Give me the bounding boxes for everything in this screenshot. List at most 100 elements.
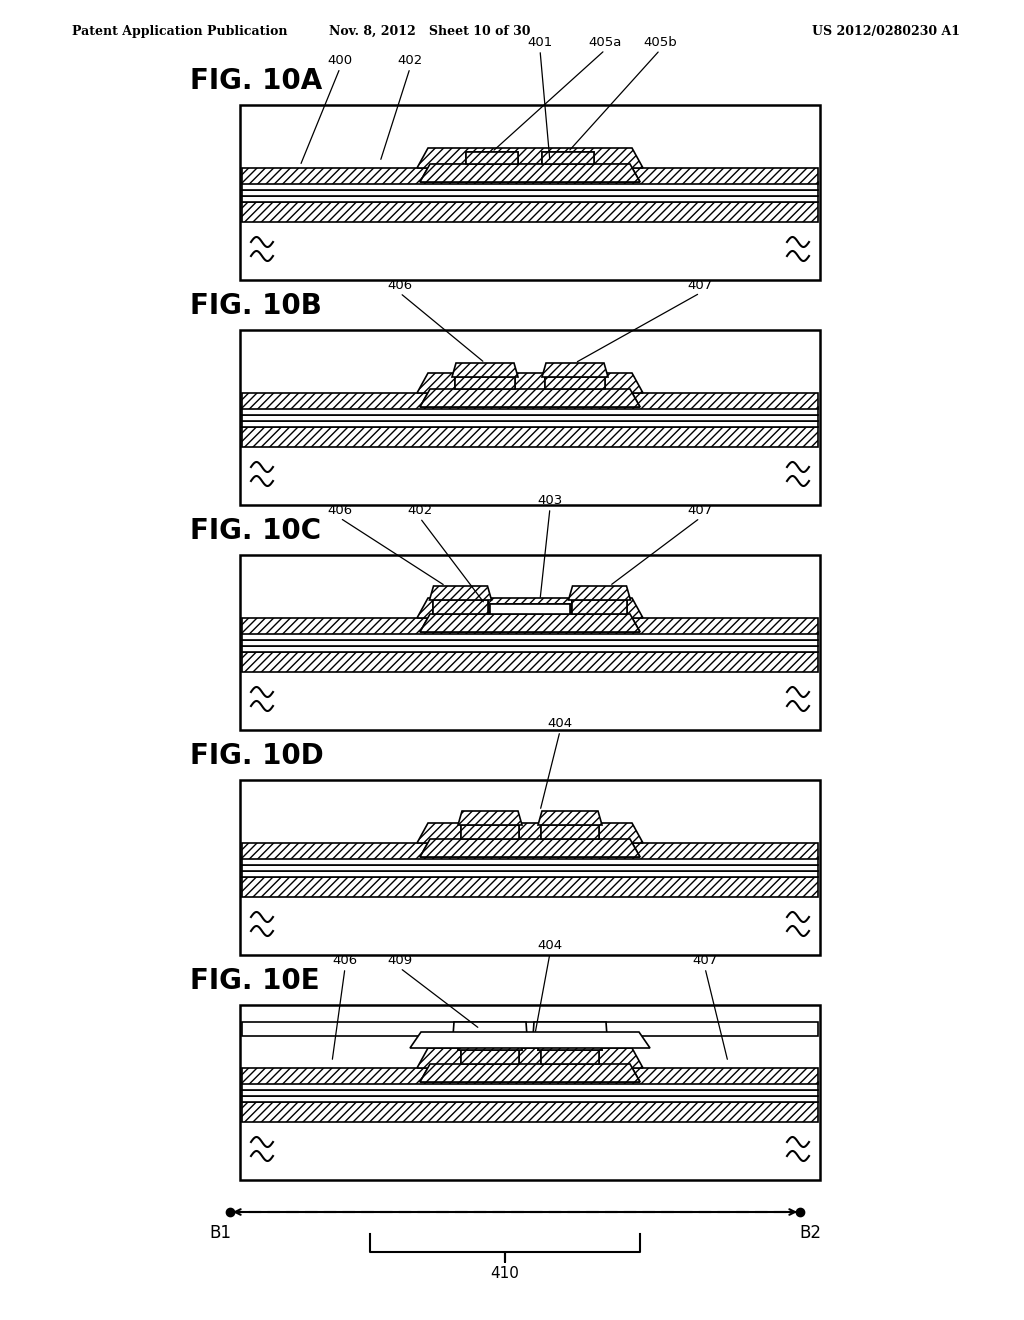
Bar xyxy=(242,168,818,183)
Polygon shape xyxy=(417,374,643,393)
Bar xyxy=(541,825,599,840)
Text: 404: 404 xyxy=(548,717,572,730)
Bar xyxy=(455,378,515,389)
Polygon shape xyxy=(542,363,608,378)
Bar xyxy=(461,825,519,840)
Bar xyxy=(242,1022,818,1036)
Bar xyxy=(542,152,594,164)
Bar xyxy=(572,601,586,614)
Text: 410: 410 xyxy=(490,1266,519,1280)
Text: 402: 402 xyxy=(408,504,432,517)
Text: B1: B1 xyxy=(209,1224,231,1242)
Bar xyxy=(242,195,818,202)
Bar xyxy=(461,1049,519,1064)
Polygon shape xyxy=(538,1036,602,1049)
Bar xyxy=(490,605,570,614)
Text: US 2012/0280230 A1: US 2012/0280230 A1 xyxy=(812,25,961,38)
Bar xyxy=(541,1049,599,1064)
Text: 407: 407 xyxy=(692,954,718,968)
Polygon shape xyxy=(458,810,522,825)
Text: FIG. 10C: FIG. 10C xyxy=(190,517,322,545)
Bar xyxy=(455,378,515,389)
Bar xyxy=(466,152,518,164)
Bar xyxy=(242,182,818,190)
Bar xyxy=(433,601,488,614)
Text: 403: 403 xyxy=(538,494,562,507)
Polygon shape xyxy=(420,389,640,407)
Bar xyxy=(242,1068,818,1084)
Bar xyxy=(461,825,519,840)
Polygon shape xyxy=(417,598,643,618)
Polygon shape xyxy=(420,1064,640,1082)
Polygon shape xyxy=(420,1064,640,1082)
Text: FIG. 10A: FIG. 10A xyxy=(190,67,323,95)
Bar xyxy=(242,414,818,421)
Bar xyxy=(240,554,820,730)
Polygon shape xyxy=(532,1022,608,1049)
Bar xyxy=(572,601,627,614)
Text: FIG. 10B: FIG. 10B xyxy=(190,292,322,319)
Bar xyxy=(242,407,818,414)
Polygon shape xyxy=(417,1048,643,1068)
Bar xyxy=(545,378,605,389)
Bar xyxy=(242,652,818,672)
Bar xyxy=(433,601,488,614)
Bar xyxy=(242,871,818,876)
Bar xyxy=(242,393,818,409)
Polygon shape xyxy=(420,840,640,857)
Polygon shape xyxy=(420,840,640,857)
Text: FIG. 10D: FIG. 10D xyxy=(190,742,324,770)
Polygon shape xyxy=(429,586,492,601)
Text: 409: 409 xyxy=(387,954,413,968)
Polygon shape xyxy=(410,1032,650,1048)
Bar xyxy=(242,421,818,426)
Bar xyxy=(242,618,818,634)
Bar xyxy=(242,876,818,898)
Bar xyxy=(242,1102,818,1122)
Polygon shape xyxy=(420,389,640,407)
Text: 405b: 405b xyxy=(643,36,677,49)
Text: FIG. 10E: FIG. 10E xyxy=(190,968,319,995)
Text: 406: 406 xyxy=(328,504,352,517)
Bar xyxy=(240,330,820,506)
Polygon shape xyxy=(420,614,640,632)
Polygon shape xyxy=(422,164,638,182)
Bar xyxy=(242,645,818,652)
Bar xyxy=(242,640,818,645)
Bar xyxy=(242,843,818,859)
Text: 402: 402 xyxy=(397,54,423,67)
Bar xyxy=(572,601,627,614)
Text: 407: 407 xyxy=(687,279,713,292)
Bar xyxy=(242,190,818,195)
Text: 406: 406 xyxy=(333,954,357,968)
Bar xyxy=(242,1090,818,1096)
Text: Nov. 8, 2012   Sheet 10 of 30: Nov. 8, 2012 Sheet 10 of 30 xyxy=(330,25,530,38)
Text: 407: 407 xyxy=(687,504,713,517)
Bar xyxy=(242,426,818,447)
Bar xyxy=(242,865,818,871)
Text: B2: B2 xyxy=(799,1224,821,1242)
Bar xyxy=(240,780,820,954)
Polygon shape xyxy=(420,614,640,632)
Polygon shape xyxy=(417,822,643,843)
Bar xyxy=(545,378,605,389)
Bar xyxy=(242,1096,818,1102)
Text: 405a: 405a xyxy=(589,36,622,49)
Polygon shape xyxy=(568,586,631,601)
Text: 401: 401 xyxy=(527,36,553,49)
Text: 404: 404 xyxy=(538,939,562,952)
Bar xyxy=(242,1082,818,1090)
Bar xyxy=(542,152,594,164)
Polygon shape xyxy=(538,810,602,825)
Polygon shape xyxy=(452,1022,528,1049)
Polygon shape xyxy=(538,1036,602,1049)
Polygon shape xyxy=(452,363,518,378)
Text: 406: 406 xyxy=(387,279,413,292)
Text: Patent Application Publication: Patent Application Publication xyxy=(72,25,288,38)
Bar xyxy=(461,1049,519,1064)
Polygon shape xyxy=(420,164,640,182)
Polygon shape xyxy=(417,148,643,168)
Bar xyxy=(242,857,818,865)
Polygon shape xyxy=(458,1036,522,1049)
Bar xyxy=(466,152,518,164)
